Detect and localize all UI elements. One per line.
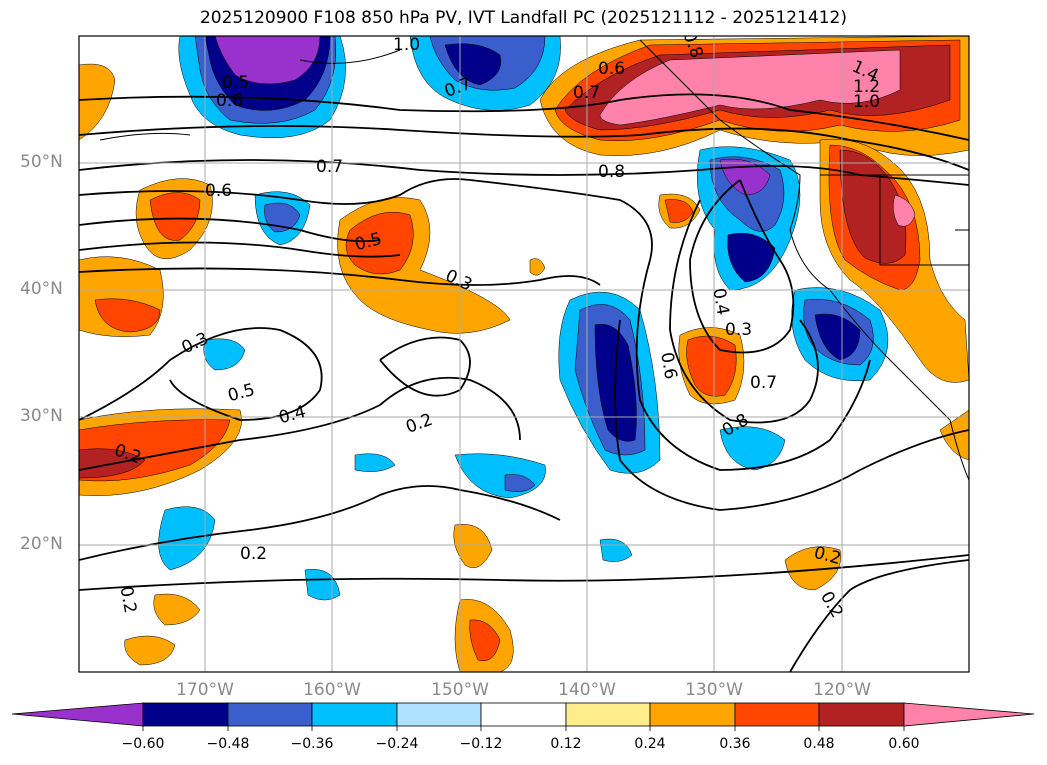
lon-label: 150°W bbox=[431, 680, 489, 700]
contour-label: 0.8 bbox=[598, 162, 625, 182]
lat-label: 20°N bbox=[20, 534, 63, 554]
colorbar-tick-label: −0.24 bbox=[375, 736, 419, 752]
colorbar-tick-label: 0.24 bbox=[634, 736, 666, 752]
lon-label: 160°W bbox=[303, 680, 361, 700]
map-plot: 0.5 0.6 1.0 0.7 0.6 0.7 0.8 1.4 1.2 1.0 … bbox=[79, 35, 969, 672]
lat-label: 30°N bbox=[20, 406, 63, 426]
pv-contours bbox=[79, 93, 969, 672]
map-frame bbox=[78, 35, 970, 673]
contour-label: 0.7 bbox=[573, 83, 600, 103]
contour-label: 0.7 bbox=[316, 157, 343, 177]
contour-label: 0.6 bbox=[656, 351, 680, 381]
colorbar-tick-label: −0.60 bbox=[121, 736, 165, 752]
map-title: 2025120900 F108 850 hPa PV, IVT Landfall… bbox=[199, 8, 847, 28]
contour-label: 0.6 bbox=[216, 91, 243, 111]
contour-label: 0.2 bbox=[116, 585, 140, 615]
colorbar-tick-label: −0.48 bbox=[206, 736, 250, 752]
colorbar-tick-label: 0.12 bbox=[550, 736, 582, 752]
contour-label: 1.0 bbox=[853, 92, 880, 112]
lon-label: 120°W bbox=[813, 680, 871, 700]
filled-anomalies bbox=[79, 36, 969, 672]
colorbar-tick-label: −0.36 bbox=[290, 736, 334, 752]
colorbar-tick-label: 0.36 bbox=[719, 736, 751, 752]
coastlines bbox=[99, 39, 969, 481]
contour-label: 0.6 bbox=[205, 181, 232, 201]
lat-label: 50°N bbox=[20, 152, 63, 172]
colorbar-tick-label: 0.60 bbox=[888, 736, 920, 752]
contour-label: 0.6 bbox=[598, 59, 625, 79]
contour-label: 0.7 bbox=[750, 373, 777, 393]
contour-label: 1.0 bbox=[393, 35, 420, 55]
lon-label: 170°W bbox=[176, 680, 234, 700]
lon-label: 140°W bbox=[558, 680, 616, 700]
lon-label: 130°W bbox=[685, 680, 743, 700]
contour-label: 0.5 bbox=[222, 73, 249, 93]
contour-label: 0.2 bbox=[240, 544, 267, 564]
contour-label: 1.2 bbox=[853, 77, 880, 97]
contour-label: 0.4 bbox=[708, 287, 732, 317]
colorbar-tick-label: −0.12 bbox=[459, 736, 503, 752]
graticule bbox=[79, 36, 969, 672]
colorbar-tick-label: 0.48 bbox=[803, 736, 835, 752]
lat-label: 40°N bbox=[20, 279, 63, 299]
colorbar bbox=[11, 702, 1035, 731]
contour-label: 0.3 bbox=[725, 320, 752, 340]
